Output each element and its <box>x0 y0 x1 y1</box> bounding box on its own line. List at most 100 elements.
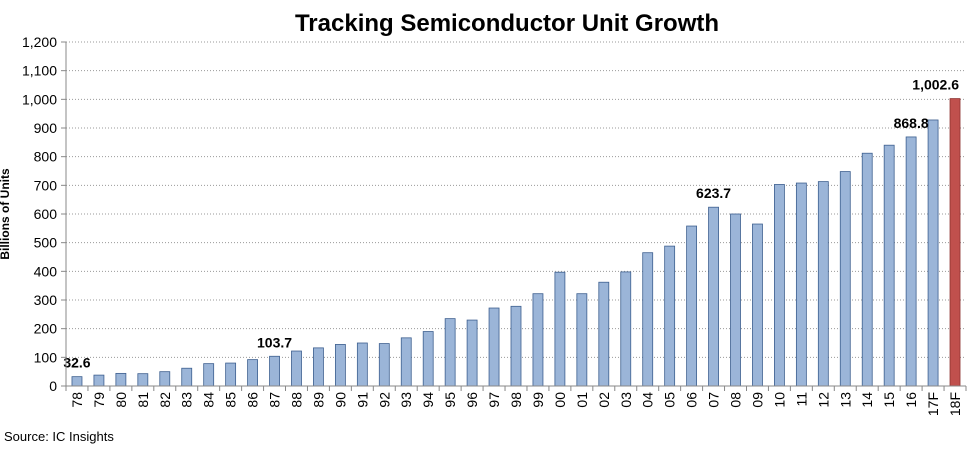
bar-97 <box>488 307 500 387</box>
bar-17F <box>927 119 939 387</box>
bar-08 <box>730 213 741 387</box>
y-tick-label: 1,000 <box>22 91 57 107</box>
bar-84 <box>203 363 215 387</box>
y-axis-label: Billions of Units <box>0 168 12 260</box>
x-tick-label: 08 <box>728 392 744 408</box>
y-tick-label: 0 <box>49 378 57 394</box>
bar-14 <box>861 152 873 387</box>
bar-02 <box>598 281 610 387</box>
x-tick-label: 80 <box>113 392 129 408</box>
bar-89 <box>313 347 324 387</box>
bar-87 <box>269 355 280 387</box>
bar-85 <box>225 362 237 387</box>
x-tick-label: 98 <box>508 392 524 408</box>
bar-12 <box>817 181 829 387</box>
y-tick-label: 800 <box>34 149 58 165</box>
bar-18F <box>949 98 961 387</box>
x-tick-label: 91 <box>354 392 370 408</box>
data-label-07: 623.7 <box>696 185 731 201</box>
x-tick-label: 81 <box>135 392 151 408</box>
x-tick-label: 09 <box>749 392 765 408</box>
bar-96 <box>466 319 478 387</box>
x-tick-label: 11 <box>793 392 809 407</box>
y-tick-label: 200 <box>34 321 58 337</box>
data-label-78: 32.6 <box>63 355 90 371</box>
x-tick-label: 92 <box>376 392 392 408</box>
x-tick-label: 06 <box>684 392 700 408</box>
bar-10 <box>774 184 785 387</box>
bar-86 <box>247 359 258 387</box>
x-axis-ticks: 78 79 80 81 82 83 84 85 86 87 88 89 90 91 92 93 94 95 96 97… <box>65 386 967 416</box>
bar-81 <box>137 373 149 387</box>
y-tick-label: 100 <box>34 349 58 365</box>
x-tick-label: 79 <box>91 392 107 408</box>
y-tick-label: 1,100 <box>22 63 57 79</box>
x-tick-label: 07 <box>706 392 722 408</box>
bar-98 <box>510 305 522 387</box>
bar-94 <box>422 331 434 387</box>
bar-82 <box>159 371 171 387</box>
bars <box>71 98 961 387</box>
x-tick-label: 05 <box>662 392 678 408</box>
x-tick-label: 99 <box>530 392 546 408</box>
bar-90 <box>334 344 346 387</box>
gridlines <box>66 41 966 358</box>
x-tick-label: 04 <box>640 392 656 408</box>
bar-95 <box>444 318 456 387</box>
x-tick-label: 12 <box>815 392 831 408</box>
x-tick-label: 18F <box>947 392 963 416</box>
bar-01 <box>576 293 588 387</box>
x-tick-label: 01 <box>574 392 590 408</box>
bar-16 <box>905 136 917 387</box>
source-note: Source: IC Insights <box>4 429 114 444</box>
bar-04 <box>642 252 654 387</box>
bar-09 <box>752 223 763 387</box>
bar-83 <box>181 367 193 387</box>
bar-88 <box>291 350 302 387</box>
x-tick-label: 93 <box>398 392 414 408</box>
x-tick-label: 95 <box>442 392 458 408</box>
bar-80 <box>115 372 127 387</box>
bar-06 <box>686 225 698 387</box>
y-tick-label: 300 <box>34 292 58 308</box>
x-tick-label: 84 <box>201 392 217 408</box>
y-tick-label: 1,200 <box>22 34 57 50</box>
x-tick-label: 90 <box>332 392 348 408</box>
y-tick-label: 700 <box>34 177 58 193</box>
x-tick-label: 15 <box>881 392 897 408</box>
x-tick-label: 83 <box>179 392 195 408</box>
y-tick-label: 900 <box>34 120 58 136</box>
data-label-87: 103.7 <box>257 334 292 350</box>
bar-05 <box>664 245 676 387</box>
bar-91 <box>356 342 368 387</box>
bar-78 <box>71 376 83 387</box>
y-tick-label: 400 <box>34 263 58 279</box>
bar-93 <box>400 337 412 387</box>
x-tick-label: 78 <box>69 392 85 408</box>
bar-15 <box>883 144 895 387</box>
x-tick-label: 88 <box>288 392 304 408</box>
bar-03 <box>620 271 632 387</box>
bar-11 <box>795 182 807 387</box>
x-tick-label: 96 <box>464 392 480 408</box>
bar-00 <box>554 271 566 387</box>
y-tick-label: 600 <box>34 206 58 222</box>
bar-99 <box>532 293 544 387</box>
data-label-18F: 1,002.6 <box>912 77 959 93</box>
data-label-16: 868.8 <box>894 115 929 131</box>
x-tick-label: 82 <box>157 392 173 408</box>
bar-13 <box>839 171 851 387</box>
x-tick-label: 17F <box>925 392 941 416</box>
y-axis-ticks: 0 100 200 300 400 500 600 700 800 900 1,000 1,100 1,… <box>22 34 66 394</box>
x-tick-label: 02 <box>596 392 612 408</box>
x-tick-label: 94 <box>420 392 436 408</box>
x-tick-label: 97 <box>486 392 502 408</box>
chart-title: Tracking Semiconductor Unit Growth <box>295 10 719 37</box>
x-tick-label: 86 <box>245 392 261 408</box>
x-tick-label: 03 <box>618 392 634 408</box>
bar-79 <box>93 374 105 387</box>
x-tick-label: 89 <box>310 392 326 408</box>
data-labels: 32.6 103.7 623.7 868.8 1,002.6 <box>63 77 959 371</box>
x-tick-label: 87 <box>267 392 283 408</box>
